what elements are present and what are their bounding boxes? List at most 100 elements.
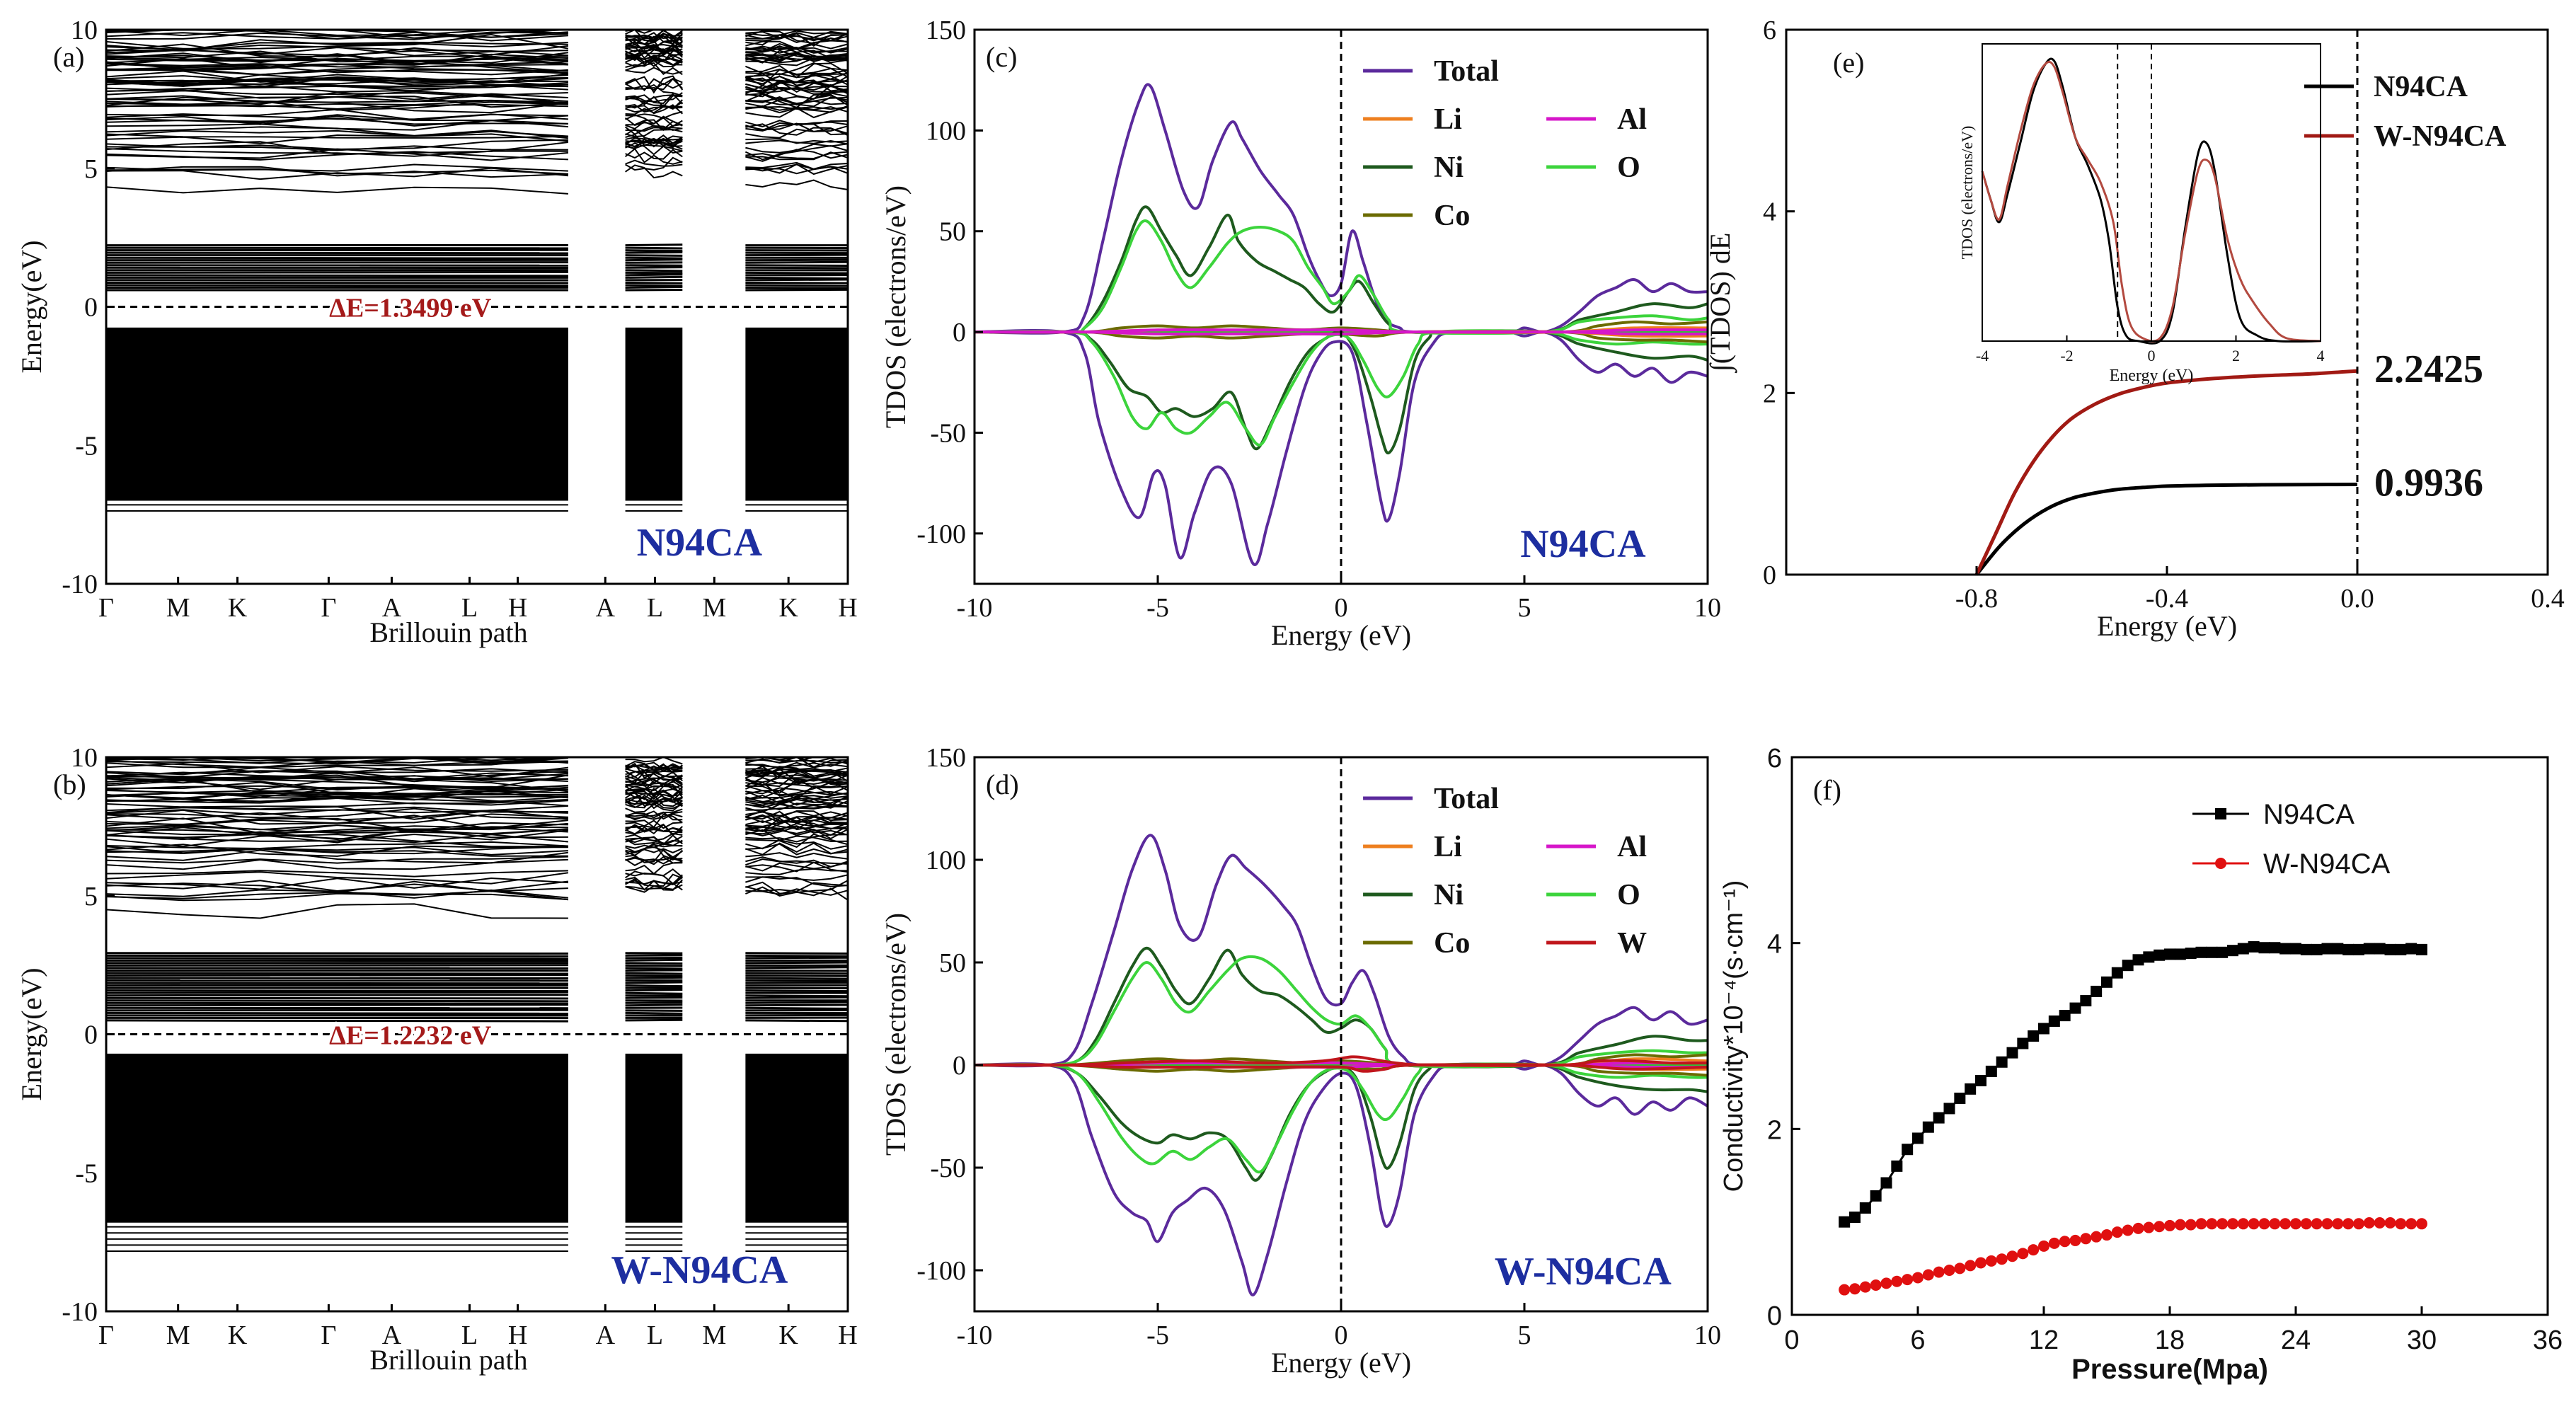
upper-band-line bbox=[625, 95, 683, 108]
upper-band-line bbox=[745, 758, 849, 764]
upper-band-line bbox=[625, 82, 683, 91]
data-point bbox=[1849, 1283, 1861, 1295]
conduction-band-line bbox=[105, 284, 568, 287]
data-point bbox=[1996, 1056, 2008, 1068]
y-tick-label: 150 bbox=[926, 743, 966, 773]
data-point bbox=[2405, 1218, 2417, 1230]
upper-band-line bbox=[625, 57, 683, 67]
data-point bbox=[2154, 949, 2166, 961]
path-label: Γ bbox=[321, 1321, 336, 1350]
upper-band-line bbox=[745, 826, 849, 836]
conduction-band-line bbox=[745, 288, 849, 292]
upper-band-line bbox=[625, 93, 684, 105]
upper-band-line bbox=[105, 168, 568, 175]
x-axis-label: Brillouin path bbox=[369, 616, 527, 648]
upper-band-line bbox=[105, 877, 568, 890]
upper-band-line bbox=[105, 889, 568, 899]
x-tick-label: -0.8 bbox=[1955, 584, 1998, 614]
conduction-band-line bbox=[745, 271, 849, 275]
upper-band-line bbox=[105, 776, 568, 782]
conduction-band-line bbox=[745, 1013, 849, 1017]
upper-band-line bbox=[105, 163, 568, 172]
upper-band-line bbox=[625, 796, 683, 804]
upper-band-line bbox=[625, 62, 683, 76]
conduction-band-line bbox=[625, 281, 683, 284]
upper-band-line bbox=[105, 141, 569, 155]
x-tick-label: 24 bbox=[2281, 1325, 2311, 1355]
y-axis-label: TDOS (electrons/eV) bbox=[880, 913, 912, 1156]
x-tick-label: -0.4 bbox=[2146, 584, 2188, 614]
valence-band-block bbox=[745, 1053, 848, 1223]
upper-band-line bbox=[745, 55, 849, 63]
conduction-band-line bbox=[745, 266, 849, 270]
path-label: Γ bbox=[98, 1321, 114, 1350]
conduction-band-line bbox=[625, 271, 683, 275]
upper-band-line bbox=[105, 762, 568, 773]
upper-band-line bbox=[745, 84, 849, 94]
conduction-band-line bbox=[625, 976, 683, 979]
data-point bbox=[2290, 1218, 2301, 1230]
data-point bbox=[2332, 1218, 2344, 1230]
x-tick-label: 0 bbox=[1335, 1321, 1348, 1350]
data-point bbox=[2216, 1218, 2229, 1230]
conduction-band-line bbox=[745, 979, 849, 982]
conduction-band-line bbox=[105, 972, 568, 975]
upper-band-line bbox=[105, 166, 568, 178]
legend: N94CA W-N94CA bbox=[2192, 799, 2391, 880]
data-point bbox=[1912, 1132, 1924, 1144]
upper-band-line bbox=[745, 73, 849, 79]
upper-band-line bbox=[105, 186, 568, 195]
upper-band-line bbox=[625, 101, 683, 109]
upper-band-line bbox=[625, 142, 683, 156]
upper-band-line bbox=[745, 825, 849, 836]
upper-band-line bbox=[105, 130, 568, 137]
panel-label: (a) bbox=[53, 41, 84, 73]
upper-band-line bbox=[745, 40, 849, 50]
x-tick-label: -10 bbox=[957, 593, 993, 623]
upper-band-line bbox=[105, 145, 568, 151]
upper-band-line bbox=[745, 876, 849, 887]
upper-band-line bbox=[745, 781, 849, 797]
data-point bbox=[2164, 1219, 2175, 1231]
upper-band-line bbox=[105, 56, 568, 65]
data-point bbox=[1880, 1177, 1892, 1189]
upper-band-line bbox=[625, 819, 683, 829]
conduction-band-line bbox=[745, 260, 849, 264]
y-tick-label: -5 bbox=[75, 1158, 98, 1188]
y-tick-label: 100 bbox=[926, 846, 966, 875]
data-point bbox=[2300, 943, 2312, 955]
data-point bbox=[2059, 1236, 2071, 1248]
upper-band-line bbox=[625, 835, 683, 846]
upper-band-line bbox=[625, 785, 683, 795]
data-point bbox=[2311, 1218, 2323, 1230]
inset-x-tick-label: 4 bbox=[2317, 347, 2325, 364]
data-point bbox=[2038, 1240, 2049, 1252]
dos-line-al-down bbox=[974, 330, 1708, 336]
conduction-band-line bbox=[625, 964, 683, 967]
int-line-w-n94ca bbox=[1974, 369, 2358, 576]
conduction-band-line bbox=[625, 962, 683, 965]
y-axis-label: Conductivity*10⁻⁴(s·cm⁻¹) bbox=[1719, 880, 1749, 1192]
data-point bbox=[2069, 1002, 2081, 1014]
upper-band-line bbox=[745, 861, 849, 872]
x-tick-label: 10 bbox=[1694, 593, 1721, 623]
path-label: K bbox=[228, 1321, 248, 1350]
data-point bbox=[1975, 1257, 1986, 1269]
upper-band-line bbox=[105, 117, 568, 125]
y-tick-label: -10 bbox=[62, 1297, 98, 1327]
x-axis-label: Brillouin path bbox=[369, 1344, 527, 1376]
data-point bbox=[1933, 1266, 1945, 1278]
conduction-band-line bbox=[105, 1003, 568, 1007]
x-tick-label: 6 bbox=[1910, 1325, 1925, 1355]
data-point bbox=[2185, 948, 2197, 960]
upper-band-line bbox=[105, 817, 569, 834]
y-tick-label: 0 bbox=[84, 1020, 98, 1050]
upper-band-line bbox=[105, 870, 568, 878]
conduction-band-line bbox=[625, 254, 683, 257]
upper-band-line bbox=[625, 59, 683, 68]
inset-x-tick-label: -2 bbox=[2060, 347, 2073, 364]
data-point bbox=[1985, 1065, 1997, 1077]
path-label: L bbox=[647, 593, 663, 623]
upper-band-line bbox=[625, 105, 683, 113]
